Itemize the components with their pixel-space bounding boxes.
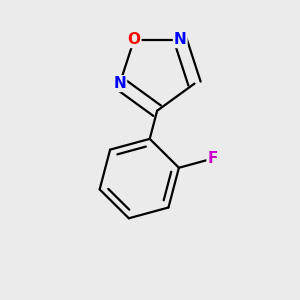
Text: N: N: [174, 32, 187, 47]
Text: F: F: [207, 151, 218, 166]
Text: O: O: [128, 32, 141, 47]
Text: N: N: [113, 76, 126, 91]
